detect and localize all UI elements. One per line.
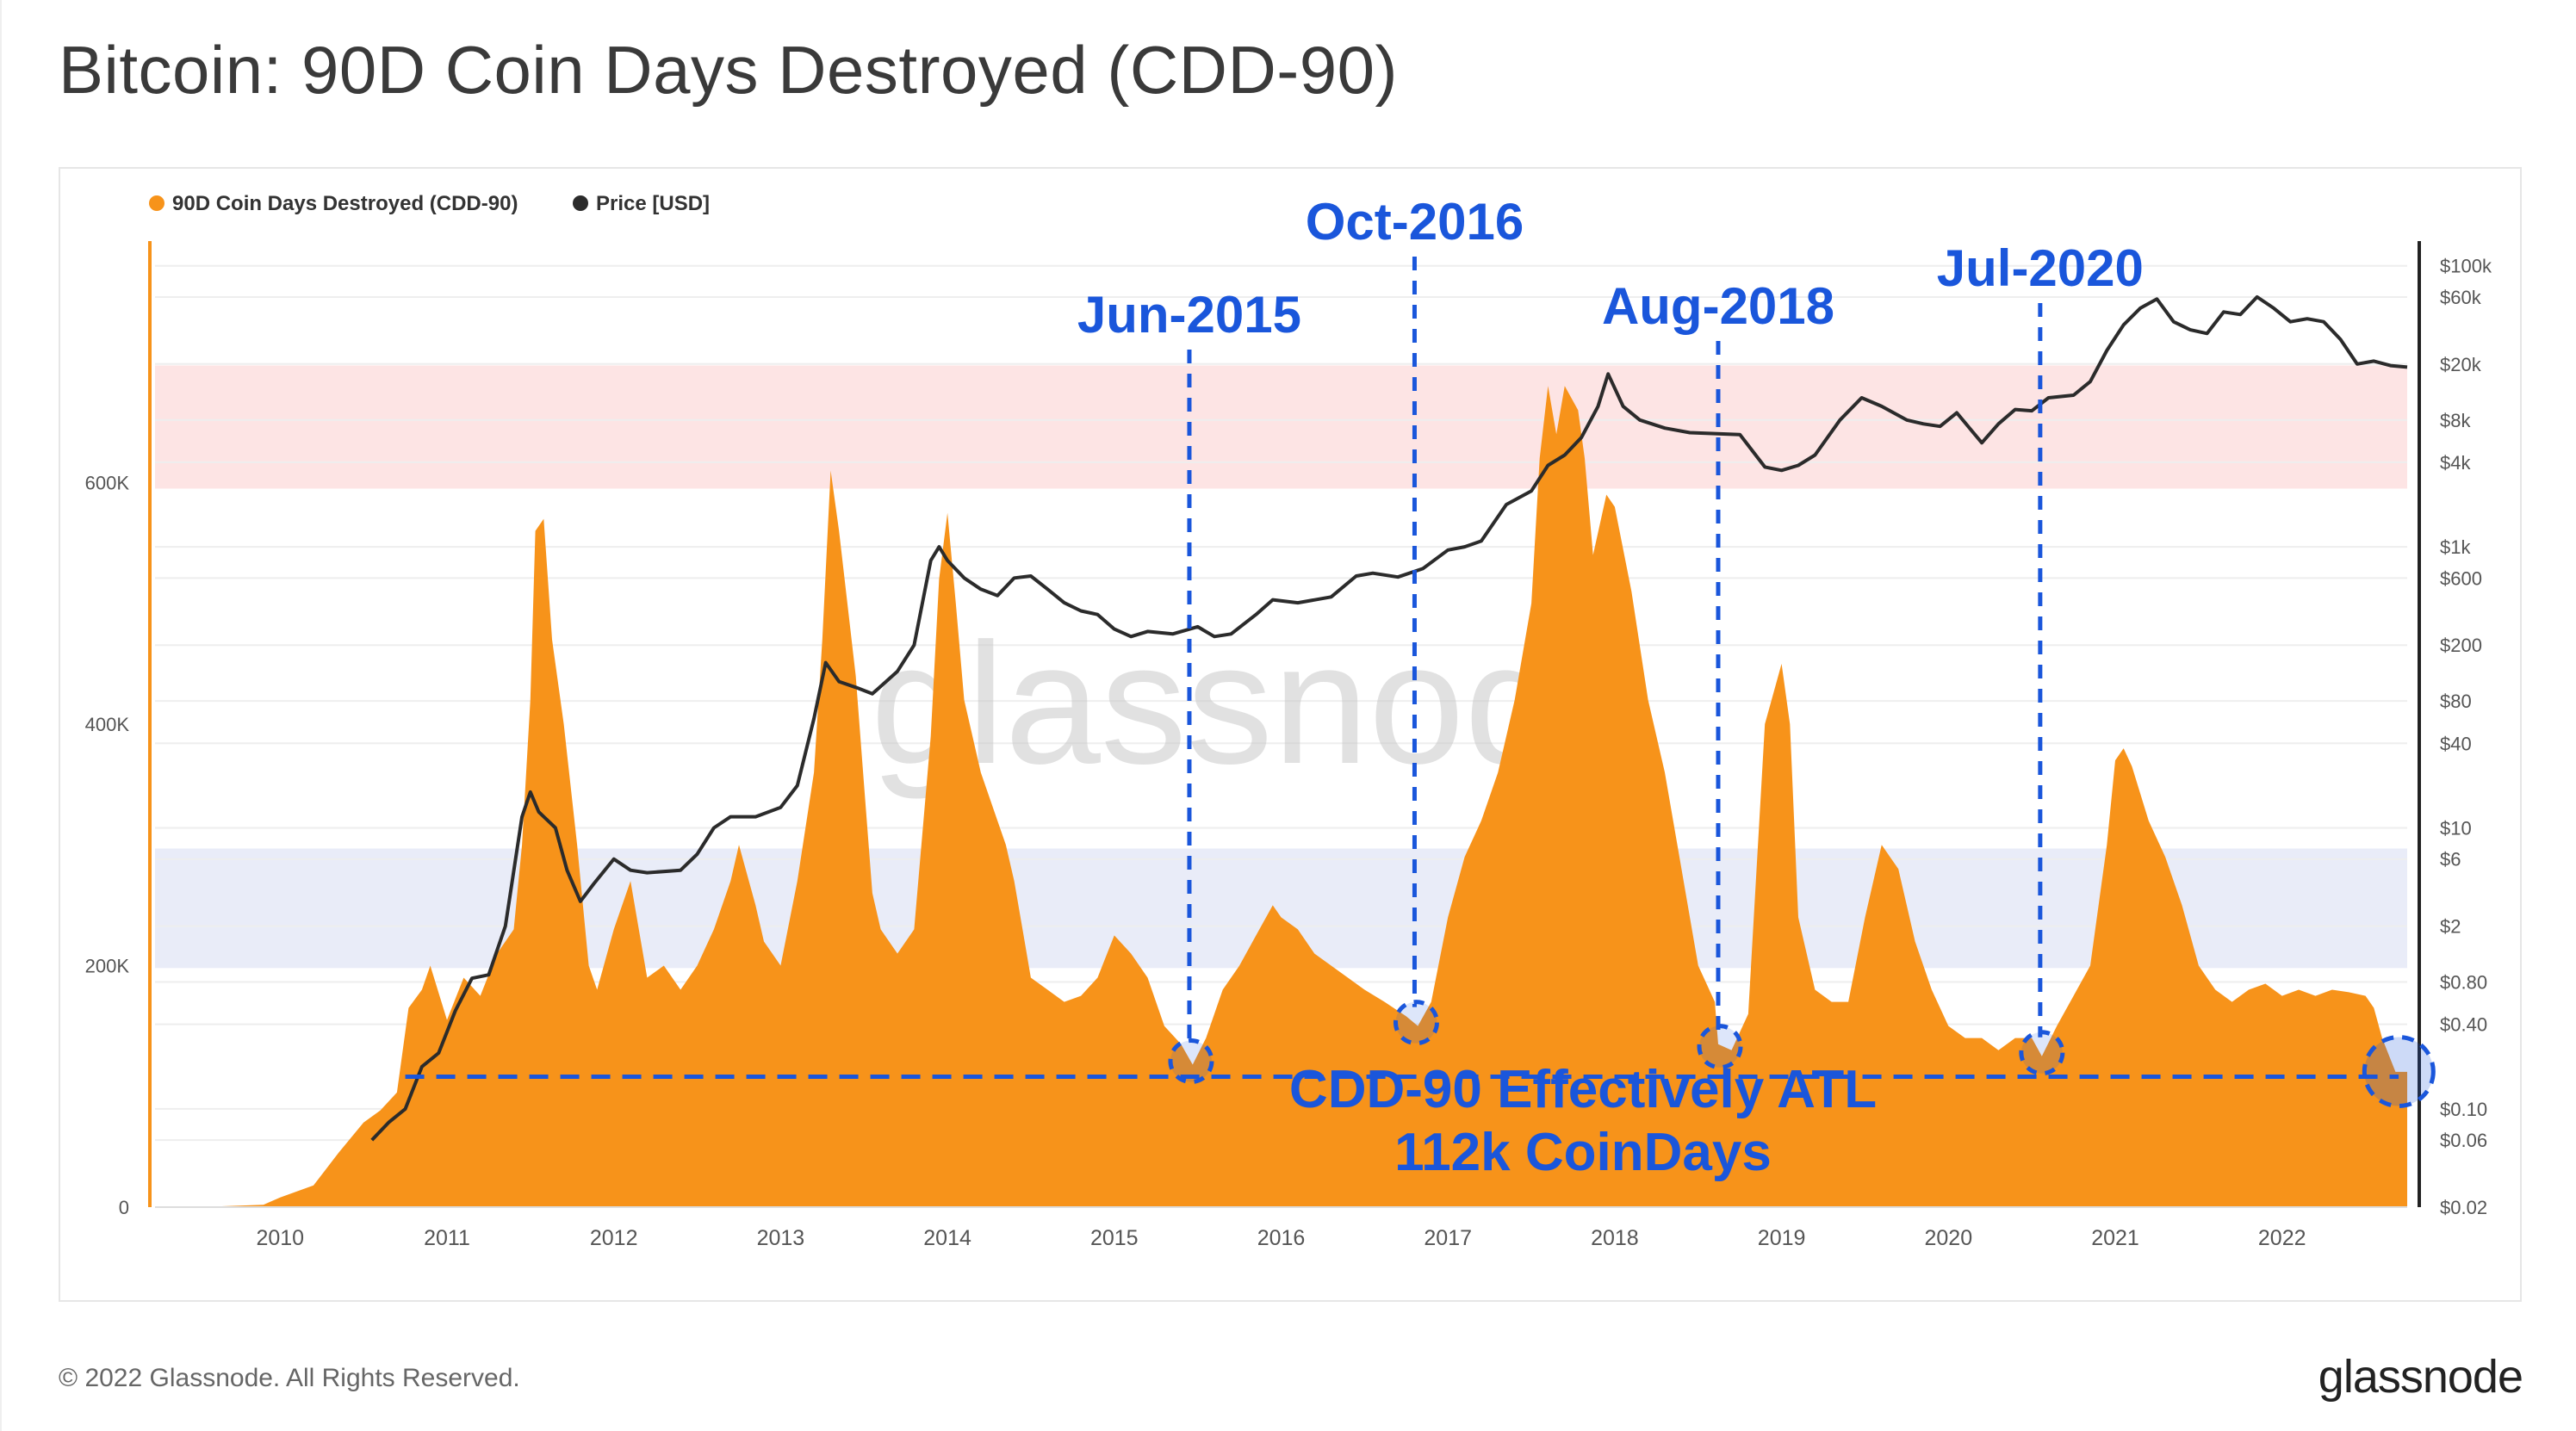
atl-label-line2: 112k CoinDays (1394, 1123, 1772, 1182)
annotation-marker (1393, 1000, 1439, 1046)
annotation-marker (1168, 1038, 1214, 1085)
right-tick-label: $6 (2440, 849, 2461, 870)
left-tick-label: 400K (85, 714, 130, 735)
right-tick-label: $80 (2440, 691, 2472, 712)
x-tick-label: 2021 (2091, 1226, 2139, 1250)
x-tick-label: 2010 (256, 1226, 304, 1250)
legend-swatch-1 (573, 195, 588, 211)
legend-label-1: Price [USD] (596, 192, 710, 215)
x-tick-label: 2011 (424, 1226, 470, 1250)
right-tick-label: $60k (2440, 287, 2482, 308)
legend-swatch-0 (149, 195, 164, 211)
x-tick-label: 2018 (1591, 1226, 1639, 1250)
x-tick-label: 2014 (923, 1226, 971, 1250)
right-tick-label: $40 (2440, 733, 2472, 754)
right-tick-label: $4k (2440, 452, 2471, 474)
x-tick-label: 2019 (1758, 1226, 1806, 1250)
right-tick-label: $0.80 (2440, 972, 2487, 994)
right-tick-label: $8k (2440, 410, 2471, 431)
x-tick-label: 2022 (2258, 1226, 2306, 1250)
right-tick-label: $20k (2440, 354, 2482, 375)
page-title: Bitcoin: 90D Coin Days Destroyed (CDD-90… (59, 32, 1399, 108)
left-tick-label: 0 (119, 1197, 129, 1218)
annotation-label: Oct-2016 (1306, 193, 1524, 251)
right-tick-label: $2 (2440, 916, 2461, 938)
right-tick-label: $0.02 (2440, 1197, 2487, 1218)
x-tick-label: 2020 (1925, 1226, 1973, 1250)
right-tick-label: $10 (2440, 818, 2472, 839)
copyright-text: © 2022 Glassnode. All Rights Reserved. (59, 1364, 520, 1392)
right-tick-label: $0.40 (2440, 1014, 2487, 1036)
atl-label-line1: CDD-90 Effectively ATL (1289, 1060, 1877, 1119)
cdd-area (155, 386, 2407, 1207)
price-line-series (370, 294, 2408, 1142)
legend-label-0: 90D Coin Days Destroyed (CDD-90) (172, 192, 518, 215)
annotation-label: Jul-2020 (1937, 239, 2144, 297)
x-tick-label: 2013 (757, 1226, 805, 1250)
glassnode-logo: glassnode (2318, 1351, 2523, 1403)
x-tick-label: 2017 (1424, 1226, 1472, 1250)
right-tick-label: $200 (2440, 635, 2482, 656)
price-line (370, 294, 2408, 1142)
x-tick-label: 2015 (1090, 1226, 1139, 1250)
page-left-rule (0, 0, 2, 1431)
chart-frame: glassnode 0 200K 400K 600K $0.02 $0.06 $0.10 $0… (59, 167, 2522, 1302)
right-tick-label: $600 (2440, 567, 2482, 589)
left-tick-label: 200K (85, 956, 130, 977)
annotation-marker (2019, 1030, 2065, 1076)
x-tick-label: 2016 (1257, 1226, 1306, 1250)
right-tick-label: $0.10 (2440, 1099, 2487, 1120)
legend: 90D Coin Days Destroyed (CDD-90) Price [U… (149, 192, 710, 215)
left-tick-label: 600K (85, 473, 130, 494)
annotation-marker (1697, 1024, 1743, 1070)
right-tick-label: $1k (2440, 536, 2471, 558)
axes: 0 200K 400K 600K $0.02 $0.06 $0.10 $0.40 $0.80 $2… (85, 241, 2492, 1250)
annotation-label: Aug-2018 (1602, 277, 1834, 335)
current-marker (2362, 1035, 2436, 1109)
cdd-area-series (155, 386, 2407, 1207)
right-tick-label: $0.06 (2440, 1130, 2487, 1151)
cdd-price-chart: glassnode 0200K400K600K$0.02$0.06$0.10$0… (85, 192, 2492, 1250)
band-high (155, 365, 2407, 489)
annotation-label: Jun-2015 (1077, 286, 1301, 344)
right-tick-label: $100k (2440, 256, 2492, 277)
x-tick-label: 2012 (590, 1226, 638, 1250)
